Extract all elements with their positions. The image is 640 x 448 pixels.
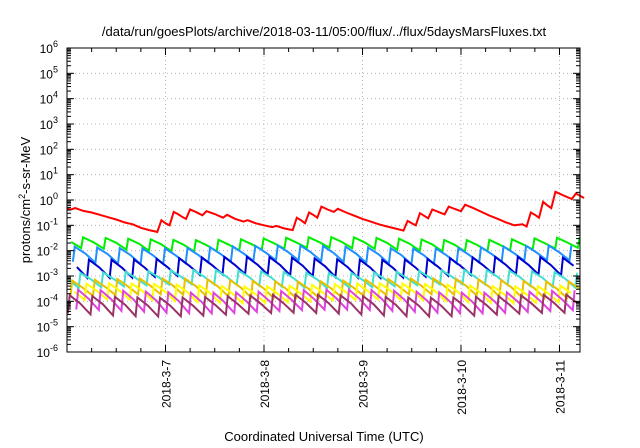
x-tick-label: 2018-3-7: [159, 360, 173, 408]
x-axis: 2018-3-7 2018-3-8 2018-3-9 2018-3-10 2018-3-…: [66, 48, 567, 415]
y-tick-exponent: 6: [53, 39, 58, 49]
y-tick-base: 10: [40, 118, 54, 132]
flux-series-line-7: [73, 281, 572, 306]
flux-series-line-2: [70, 235, 581, 254]
x-tick-label: 2018-3-11: [553, 360, 567, 414]
y-tick-base: 10: [40, 93, 54, 107]
y-tick-base: 10: [37, 321, 51, 335]
x-axis-label: Coordinated Universal Time (UTC): [224, 429, 423, 444]
y-tick-label: 100: [40, 191, 58, 208]
y-tick-label: 101: [40, 166, 58, 183]
y-tick-label: 106: [40, 39, 58, 56]
y-axis-label: protons/cm2-s-sr-MeV: [17, 136, 33, 263]
flux-series-line-4: [76, 254, 575, 281]
y-tick-base: 10: [40, 143, 54, 157]
y-tick-base: 10: [37, 295, 51, 309]
y-tick-base: 10: [40, 42, 54, 56]
x-tick-label: 2018-3-8: [258, 360, 272, 408]
y-axis: 10610510410310210110010-110-210-310-410-…: [37, 39, 580, 360]
y-tick-exponent: -1: [50, 216, 58, 226]
y-tick-label: 10-5: [37, 318, 58, 335]
flux-series-line-3: [71, 243, 573, 267]
y-tick-label: 10-3: [37, 267, 58, 284]
grid-lines: [67, 48, 580, 352]
y-axis-label-rest: -s-sr-MeV: [18, 136, 33, 193]
y-axis-label-sup: 2: [17, 194, 27, 199]
y-tick-base: 10: [37, 245, 51, 259]
y-tick-exponent: -6: [50, 343, 58, 353]
y-tick-label: 105: [40, 64, 58, 81]
y-tick-label: 102: [40, 140, 58, 157]
y-tick-label: 104: [40, 90, 58, 107]
series-lines: [66, 190, 585, 319]
y-tick-base: 10: [40, 194, 54, 208]
y-tick-base: 10: [37, 346, 51, 360]
y-tick-label: 103: [40, 115, 58, 132]
y-tick-exponent: 1: [53, 166, 58, 176]
y-tick-exponent: 5: [53, 64, 58, 74]
y-tick-exponent: 3: [53, 115, 58, 125]
y-tick-base: 10: [37, 270, 51, 284]
y-tick-base: 10: [40, 169, 54, 183]
y-tick-exponent: -2: [50, 242, 58, 252]
y-tick-base: 10: [37, 219, 51, 233]
y-tick-label: 10-1: [37, 216, 58, 233]
y-tick-exponent: 2: [53, 140, 58, 150]
y-tick-exponent: 4: [53, 90, 58, 100]
y-tick-label: 10-2: [37, 242, 58, 259]
chart-title: /data/run/goesPlots/archive/2018-03-11/0…: [102, 24, 547, 39]
y-tick-exponent: -4: [50, 292, 58, 302]
flux-series-line-9: [66, 292, 578, 319]
x-tick-label: 2018-3-10: [455, 360, 469, 415]
x-tick-label: 2018-3-9: [356, 360, 370, 408]
flux-series-line-1: [66, 190, 585, 234]
y-axis-label-main: protons/cm: [18, 199, 33, 263]
flux-series-line-5: [67, 268, 579, 290]
y-tick-exponent: -5: [50, 318, 58, 328]
y-tick-label: 10-4: [37, 292, 58, 309]
y-tick-exponent: -3: [50, 267, 58, 277]
y-tick-base: 10: [40, 67, 54, 81]
y-tick-label: 10-6: [37, 343, 58, 360]
y-tick-exponent: 0: [53, 191, 58, 201]
